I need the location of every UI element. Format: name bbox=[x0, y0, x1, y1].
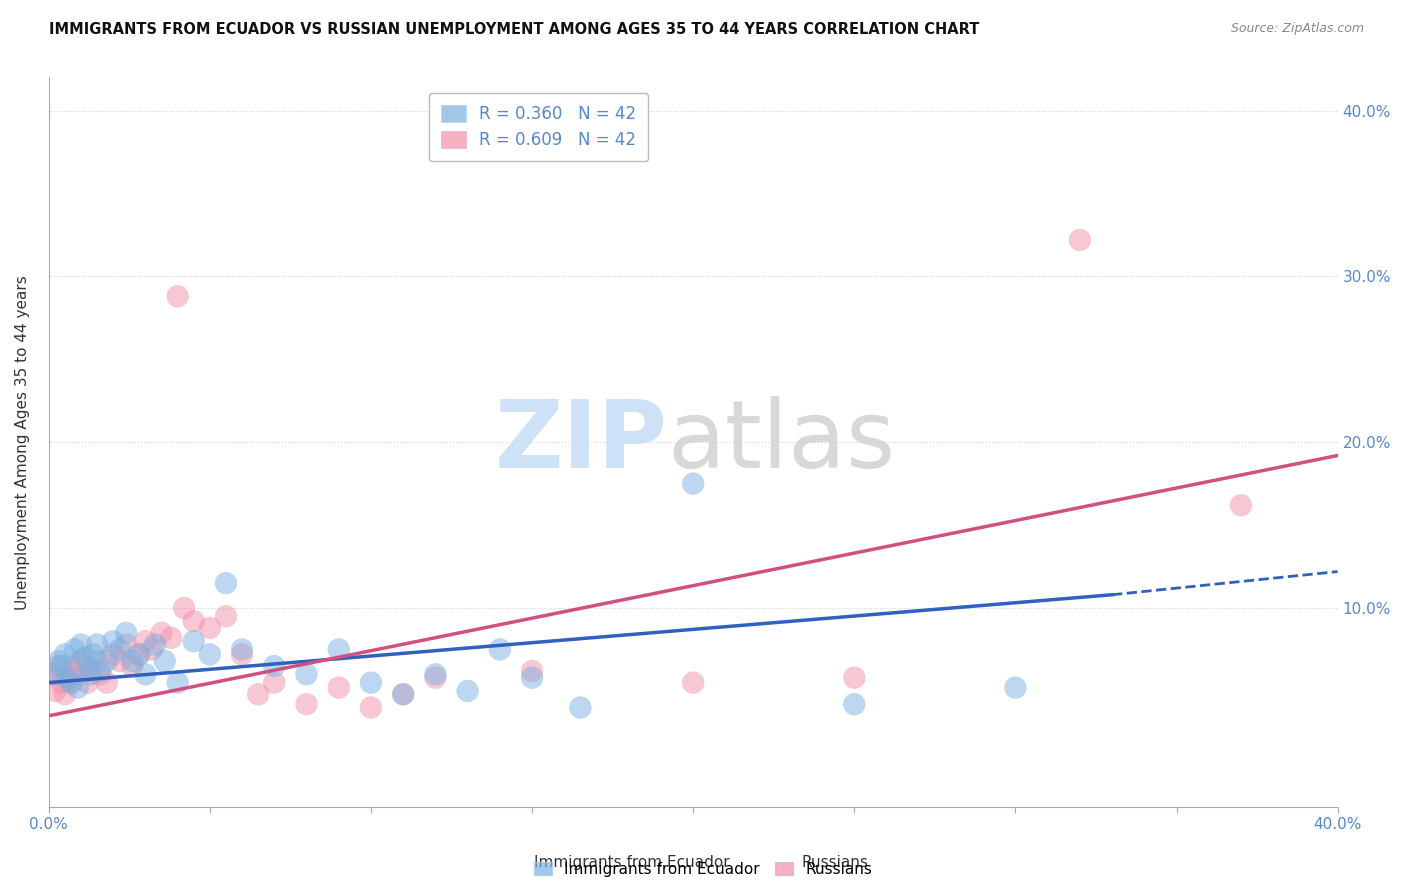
Point bbox=[844, 671, 866, 685]
Point bbox=[141, 642, 163, 657]
Point bbox=[53, 648, 76, 662]
Point bbox=[1230, 498, 1253, 512]
Point bbox=[215, 609, 238, 624]
Point bbox=[328, 642, 350, 657]
Point bbox=[115, 626, 138, 640]
Text: Russians: Russians bbox=[801, 855, 869, 870]
Point bbox=[215, 576, 238, 591]
Point bbox=[108, 654, 131, 668]
Text: ZIP: ZIP bbox=[495, 396, 668, 488]
Point bbox=[51, 659, 73, 673]
Point bbox=[48, 659, 70, 673]
Point bbox=[56, 671, 79, 685]
Point bbox=[121, 654, 143, 668]
Point bbox=[328, 681, 350, 695]
Point bbox=[489, 642, 512, 657]
Point bbox=[83, 648, 105, 662]
Point bbox=[63, 642, 86, 657]
Point bbox=[76, 659, 98, 673]
Point bbox=[96, 654, 118, 668]
Point bbox=[520, 671, 543, 685]
Point bbox=[682, 675, 704, 690]
Point bbox=[360, 675, 382, 690]
Point bbox=[44, 684, 66, 698]
Point bbox=[76, 675, 98, 690]
Point bbox=[183, 615, 205, 629]
Point bbox=[173, 601, 195, 615]
Point bbox=[60, 675, 83, 690]
Point bbox=[89, 667, 111, 681]
Text: Source: ZipAtlas.com: Source: ZipAtlas.com bbox=[1230, 22, 1364, 36]
Point bbox=[198, 648, 221, 662]
Point bbox=[360, 700, 382, 714]
Point bbox=[70, 638, 93, 652]
Point bbox=[295, 697, 318, 711]
Point bbox=[392, 687, 415, 701]
Text: Immigrants from Ecuador: Immigrants from Ecuador bbox=[534, 855, 730, 870]
Point bbox=[263, 659, 285, 673]
Point bbox=[48, 654, 70, 668]
Legend: R = 0.360   N = 42, R = 0.609   N = 42: R = 0.360 N = 42, R = 0.609 N = 42 bbox=[429, 93, 648, 161]
Point bbox=[150, 626, 173, 640]
Point bbox=[1004, 681, 1026, 695]
Point bbox=[73, 650, 96, 665]
Point bbox=[198, 621, 221, 635]
Point bbox=[457, 684, 479, 698]
Point bbox=[60, 675, 83, 690]
Point bbox=[70, 654, 93, 668]
Point bbox=[86, 654, 108, 668]
Y-axis label: Unemployment Among Ages 35 to 44 years: Unemployment Among Ages 35 to 44 years bbox=[15, 275, 30, 609]
Point bbox=[295, 667, 318, 681]
Point bbox=[1069, 233, 1091, 247]
Point bbox=[520, 664, 543, 678]
Point bbox=[79, 664, 101, 678]
Point bbox=[844, 697, 866, 711]
Point bbox=[134, 634, 156, 648]
Point bbox=[128, 648, 150, 662]
Point bbox=[166, 675, 188, 690]
Point bbox=[153, 654, 176, 668]
Point bbox=[183, 634, 205, 648]
Point bbox=[115, 638, 138, 652]
Point bbox=[103, 634, 125, 648]
Point bbox=[263, 675, 285, 690]
Point bbox=[247, 687, 270, 701]
Point bbox=[166, 289, 188, 303]
Point bbox=[392, 687, 415, 701]
Point bbox=[231, 648, 253, 662]
Point bbox=[63, 659, 86, 673]
Point bbox=[103, 648, 125, 662]
Point bbox=[86, 638, 108, 652]
Point bbox=[79, 667, 101, 681]
Point bbox=[143, 638, 166, 652]
Legend: Immigrants from Ecuador, Russians: Immigrants from Ecuador, Russians bbox=[526, 854, 880, 884]
Point bbox=[569, 700, 592, 714]
Point bbox=[51, 675, 73, 690]
Point bbox=[425, 671, 447, 685]
Point bbox=[134, 667, 156, 681]
Point bbox=[96, 675, 118, 690]
Point bbox=[682, 476, 704, 491]
Point bbox=[231, 642, 253, 657]
Point bbox=[108, 642, 131, 657]
Point bbox=[160, 631, 183, 645]
Point bbox=[53, 687, 76, 701]
Point bbox=[66, 681, 89, 695]
Point bbox=[44, 667, 66, 681]
Point bbox=[56, 671, 79, 685]
Point bbox=[425, 667, 447, 681]
Point bbox=[89, 664, 111, 678]
Point bbox=[128, 648, 150, 662]
Text: IMMIGRANTS FROM ECUADOR VS RUSSIAN UNEMPLOYMENT AMONG AGES 35 TO 44 YEARS CORREL: IMMIGRANTS FROM ECUADOR VS RUSSIAN UNEMP… bbox=[49, 22, 980, 37]
Point bbox=[41, 667, 63, 681]
Point bbox=[121, 659, 143, 673]
Point bbox=[66, 664, 89, 678]
Text: atlas: atlas bbox=[668, 396, 896, 488]
